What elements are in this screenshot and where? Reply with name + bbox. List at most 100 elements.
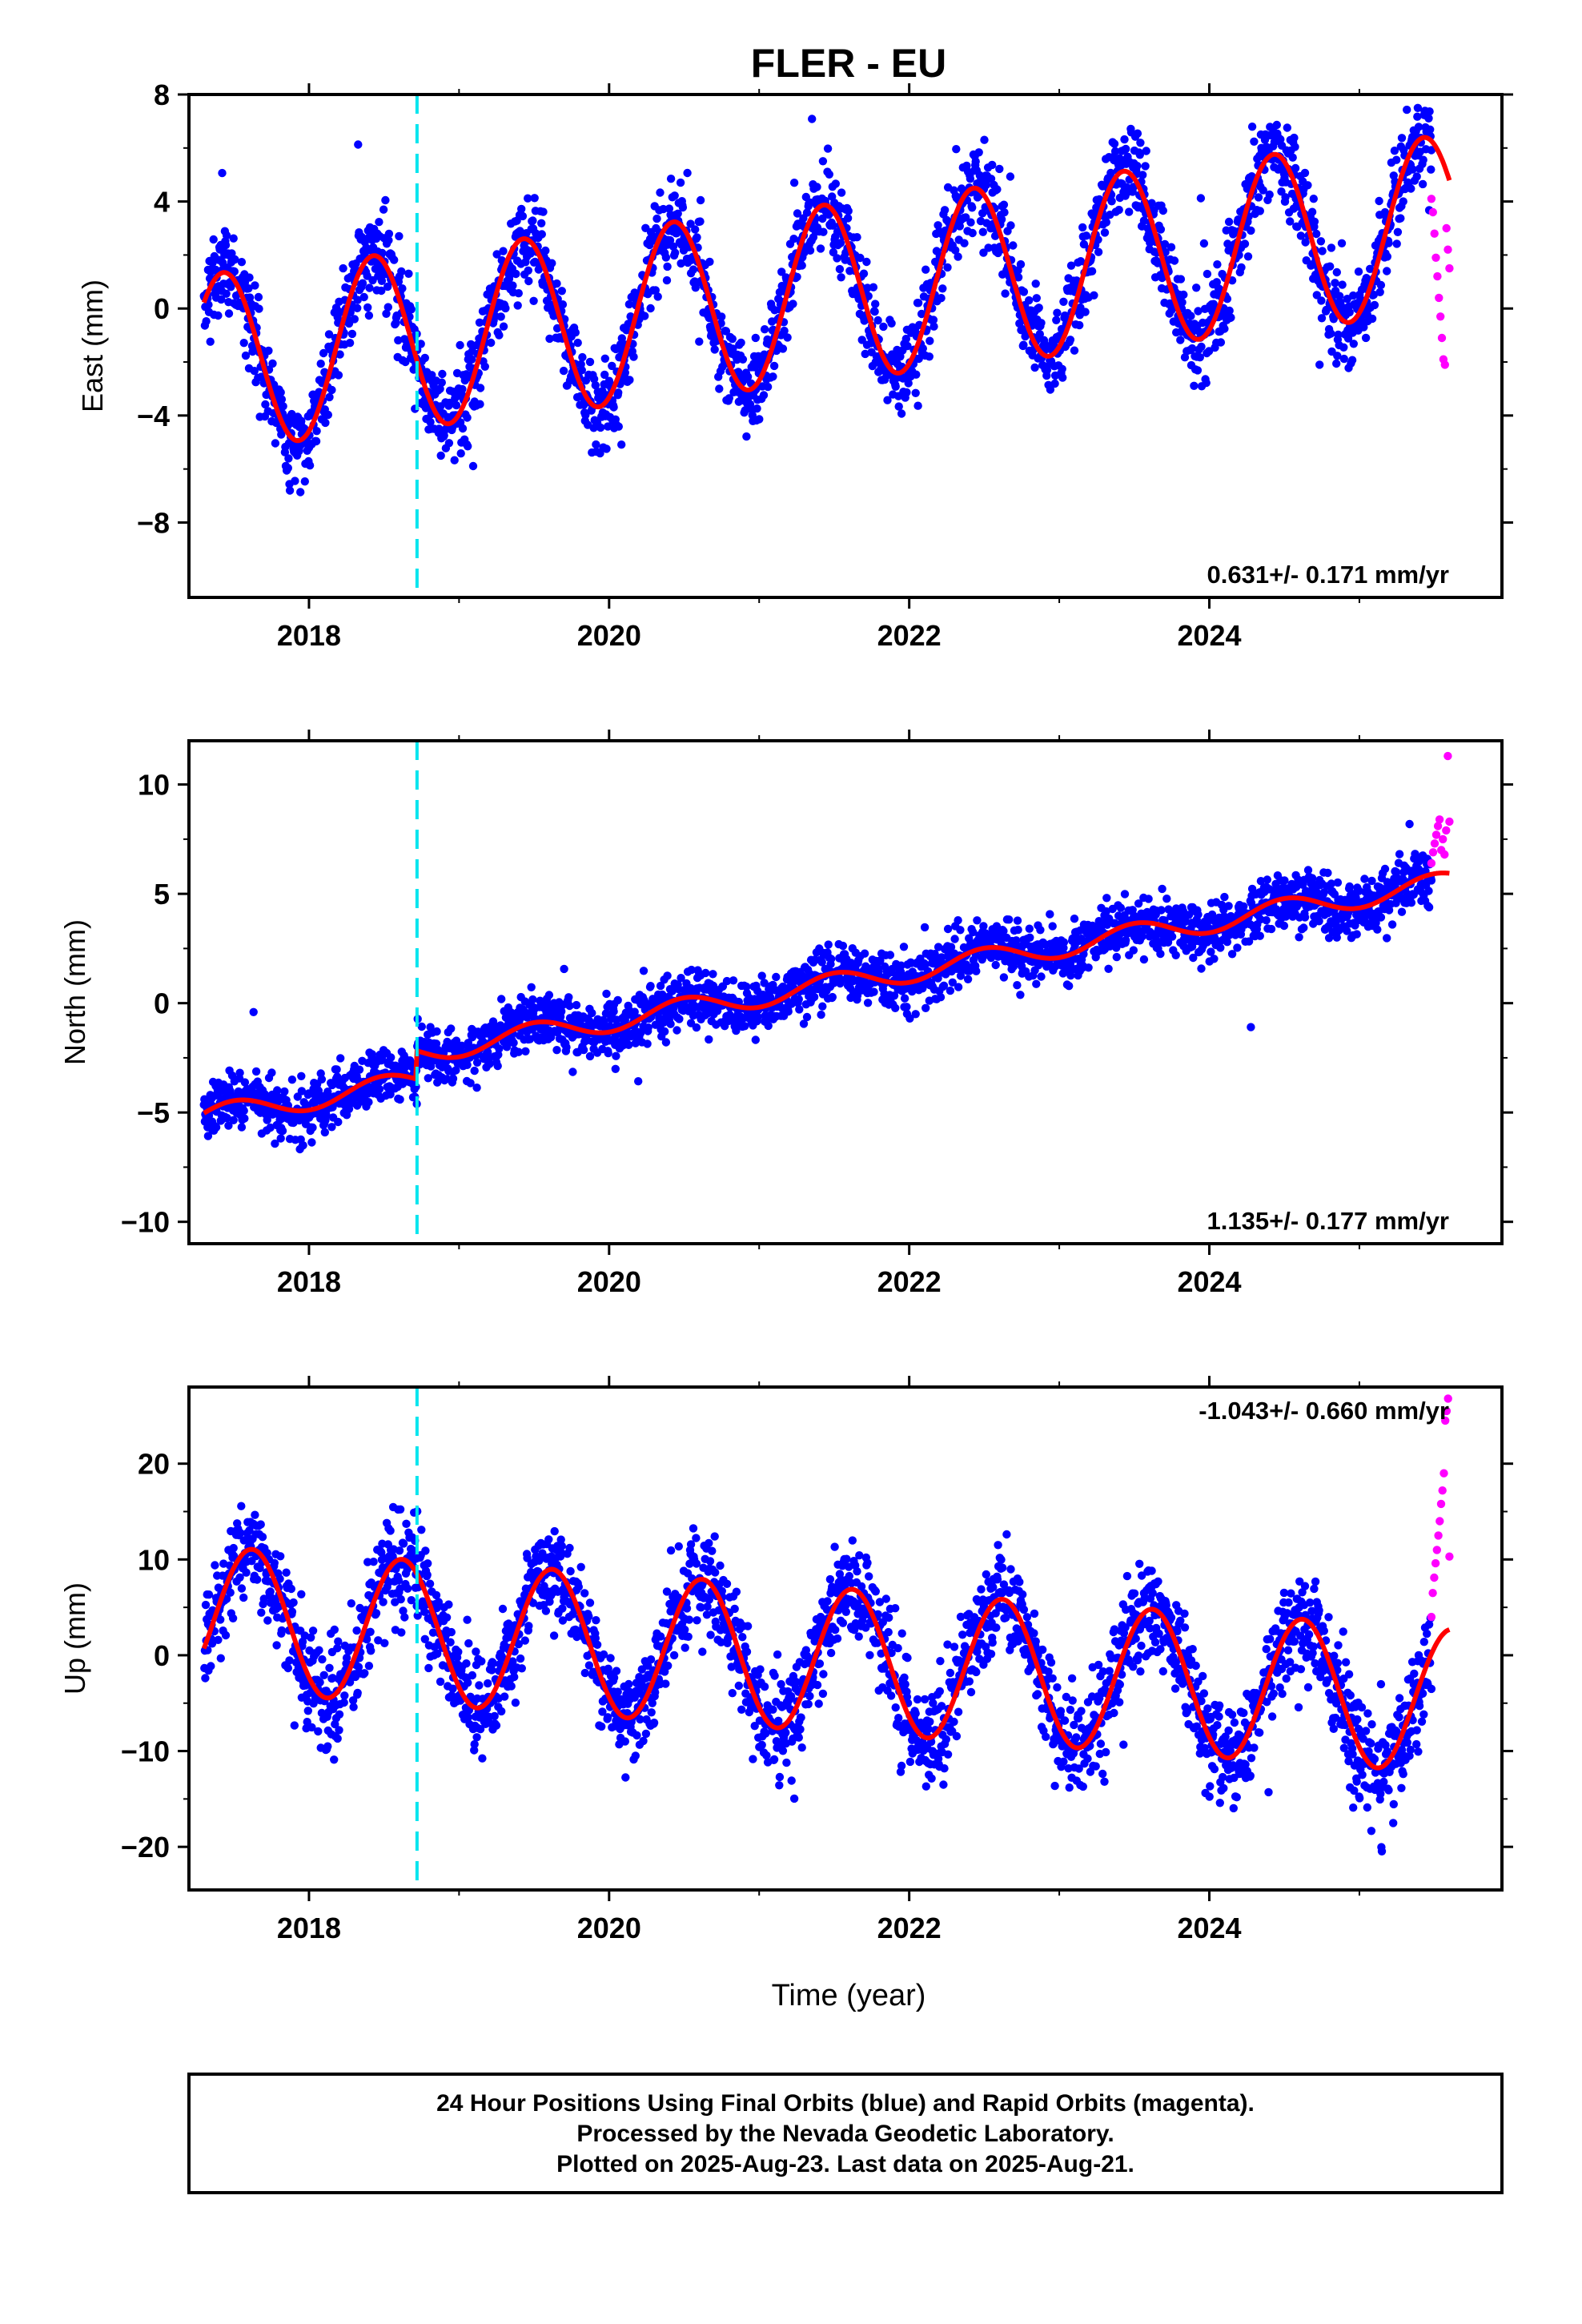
final-orbit-point (585, 357, 595, 367)
final-orbit-point (245, 273, 254, 282)
final-orbit-point (558, 300, 568, 309)
final-orbit-point (1066, 261, 1076, 270)
final-orbit-point (1339, 354, 1349, 364)
final-orbit-point (861, 349, 869, 359)
final-orbit-point (836, 239, 845, 247)
final-orbit-point (470, 1066, 479, 1076)
final-orbit-point (379, 205, 388, 214)
final-orbit-point (581, 411, 590, 420)
final-orbit-point (521, 1047, 530, 1056)
final-orbit-point (456, 449, 465, 458)
final-orbit-point (279, 402, 287, 411)
final-orbit-point (291, 476, 299, 485)
final-orbit-point (1317, 314, 1327, 323)
final-orbit-point (1223, 295, 1232, 304)
final-orbit-point (805, 198, 814, 207)
final-orbit-point (1102, 894, 1111, 903)
final-orbit-point (913, 299, 923, 308)
final-orbit-point (311, 436, 321, 446)
final-orbit-point (364, 1098, 373, 1107)
rapid-orbit-point (1427, 195, 1436, 203)
final-orbit-point (678, 203, 688, 212)
final-orbit-point (1013, 916, 1022, 925)
final-orbit-point (1281, 193, 1290, 202)
final-orbit-point (813, 183, 821, 191)
final-orbit-point (1393, 227, 1403, 236)
final-orbit-point (1343, 334, 1353, 343)
final-orbit-point (552, 324, 562, 333)
final-orbit-point (1065, 982, 1074, 991)
final-orbit-point (656, 188, 665, 197)
final-orbit-point (240, 1114, 249, 1123)
final-orbit-point (565, 1001, 574, 1011)
final-orbit-point (447, 1024, 456, 1033)
final-orbit-point (436, 384, 444, 393)
final-orbit-point (938, 284, 947, 293)
final-orbit-point (528, 995, 537, 1004)
final-orbit-point (1196, 194, 1206, 203)
final-orbit-point (784, 1007, 793, 1016)
final-orbit-point (224, 309, 234, 318)
final-orbit-point (978, 227, 988, 236)
final-orbit-point (902, 1003, 911, 1011)
final-orbit-point (876, 956, 885, 965)
final-orbit-point (560, 964, 568, 974)
final-orbit-point (662, 275, 672, 285)
final-orbit-point (838, 941, 848, 951)
final-orbit-point (646, 304, 655, 313)
final-orbit-point (364, 311, 374, 320)
final-orbit-point (728, 335, 737, 344)
final-orbit-point (729, 976, 738, 985)
final-orbit-point (1418, 179, 1427, 189)
final-orbit-point (353, 304, 362, 312)
final-orbit-point (738, 355, 748, 364)
final-orbit-point (495, 331, 504, 340)
final-orbit-point (1307, 207, 1317, 216)
final-orbit-point (1296, 231, 1306, 240)
final-orbit-point (1413, 103, 1423, 112)
final-orbit-point (383, 282, 392, 292)
final-orbit-point (1199, 239, 1209, 248)
final-orbit-point (1133, 162, 1142, 171)
final-orbit-point (323, 410, 332, 420)
rapid-orbit-point (1435, 293, 1443, 303)
final-orbit-point (963, 975, 973, 984)
final-orbit-point (1283, 123, 1292, 132)
final-orbit-point (1419, 155, 1427, 164)
final-orbit-point (284, 454, 293, 463)
final-orbit-point (1240, 239, 1250, 248)
final-orbit-point (559, 366, 568, 376)
final-orbit-point (1303, 181, 1312, 190)
final-orbit-point (375, 1084, 384, 1094)
final-orbit-point (323, 1088, 332, 1096)
final-orbit-point (689, 265, 698, 274)
final-orbit-point (1114, 205, 1123, 215)
final-orbit-point (397, 267, 406, 276)
final-orbit-point (1178, 298, 1186, 307)
final-orbit-point (737, 338, 745, 348)
final-orbit-point (609, 1007, 618, 1016)
final-orbit-point (1336, 298, 1345, 307)
final-orbit-point (826, 955, 836, 963)
final-orbit-point (661, 1027, 669, 1036)
final-orbit-point (946, 986, 955, 995)
final-orbit-point (377, 286, 386, 296)
final-orbit-point (844, 207, 853, 215)
final-orbit-point (417, 1022, 426, 1031)
final-orbit-point (652, 214, 661, 223)
final-orbit-point (382, 309, 391, 318)
final-orbit-point (1035, 330, 1045, 339)
final-orbit-point (710, 345, 719, 354)
final-orbit-point (1084, 963, 1093, 972)
final-orbit-point (297, 1072, 306, 1081)
final-orbit-point (223, 1113, 231, 1123)
final-orbit-point (321, 418, 330, 428)
final-orbit-point (355, 1065, 364, 1074)
final-orbit-point (805, 246, 815, 255)
final-orbit-point (1329, 315, 1339, 324)
final-orbit-point (1104, 964, 1113, 974)
final-orbit-point (424, 1074, 432, 1083)
final-orbit-point (825, 170, 834, 179)
final-orbit-point (751, 1035, 760, 1044)
